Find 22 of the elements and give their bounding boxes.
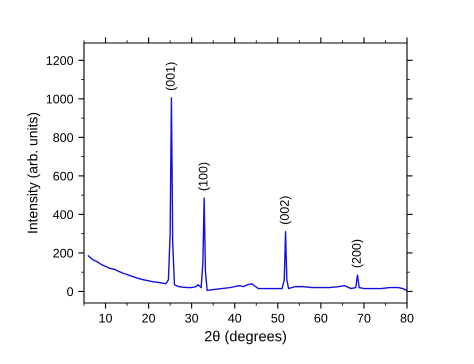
y-tick-label: 1000 <box>46 94 74 104</box>
x-tick-label: 30 <box>185 314 198 323</box>
annotation: (200) <box>352 240 364 268</box>
y-tick-label: 600 <box>53 172 74 181</box>
x-tick-label: 20 <box>142 314 156 323</box>
line-series <box>88 97 407 292</box>
x-axis-title: 2θ (degrees) <box>204 330 286 344</box>
x-tick-label: 70 <box>358 314 370 323</box>
y-tick-label: 200 <box>53 248 74 258</box>
y-axis-title: Intensity (arb. units) <box>27 112 40 233</box>
x-tick-label: 40 <box>228 314 242 323</box>
annotation: (100) <box>198 162 210 190</box>
y-tick-label: 800 <box>53 133 74 142</box>
annotation: (002) <box>280 196 292 224</box>
y-tick-label: 0 <box>67 287 74 296</box>
x-tick-label: 60 <box>314 314 328 323</box>
x-tick-label: 50 <box>271 314 284 323</box>
x-tick-label: 10 <box>100 314 112 323</box>
annotation: (001) <box>166 62 178 90</box>
y-tick-label: 1200 <box>46 56 74 65</box>
x-tick-label: 80 <box>400 314 414 323</box>
y-tick-label: 400 <box>53 210 74 220</box>
